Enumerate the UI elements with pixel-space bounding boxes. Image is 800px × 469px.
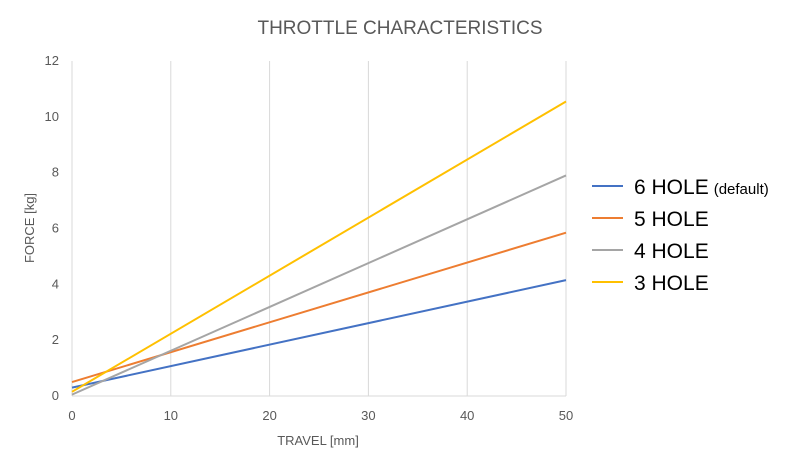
x-axis-label: TRAVEL [mm] bbox=[277, 433, 359, 448]
x-tick-label: 50 bbox=[559, 408, 573, 423]
x-tick-label: 30 bbox=[361, 408, 375, 423]
legend-label-5-hole: 5 HOLE bbox=[634, 208, 709, 231]
x-tick-label: 40 bbox=[460, 408, 474, 423]
x-tick-label: 10 bbox=[164, 408, 178, 423]
y-tick-label: 2 bbox=[52, 332, 59, 347]
legend-label-4-hole: 4 HOLE bbox=[634, 240, 709, 263]
series-line-5-hole bbox=[71, 231, 567, 383]
y-tick-label: 4 bbox=[52, 276, 59, 291]
legend-label-3-hole: 3 HOLE bbox=[634, 272, 709, 295]
legend-label-6-hole: 6 HOLE (default) bbox=[634, 176, 769, 199]
series-line-6-hole bbox=[71, 279, 567, 389]
y-tick-label: 0 bbox=[52, 388, 59, 403]
x-tick-label: 0 bbox=[68, 408, 75, 423]
x-tick-label: 20 bbox=[262, 408, 276, 423]
chart-title: THROTTLE CHARACTERISTICS bbox=[257, 18, 542, 39]
gridlines bbox=[71, 61, 567, 397]
y-tick-label: 10 bbox=[45, 109, 59, 124]
series-lines bbox=[71, 100, 567, 396]
y-tick-label: 6 bbox=[52, 221, 59, 236]
series-line-4-hole bbox=[71, 174, 567, 396]
y-axis-label: FORCE [kg] bbox=[22, 193, 37, 263]
y-tick-labels: 0 2 4 6 8 10 12 bbox=[45, 53, 59, 403]
x-tick-labels: 0 10 20 30 40 50 bbox=[68, 408, 573, 423]
series-line-3-hole bbox=[71, 100, 567, 393]
y-tick-label: 12 bbox=[45, 53, 59, 68]
legend-note-6-hole: (default) bbox=[714, 181, 769, 198]
legend: 6 HOLE (default) 5 HOLE 4 HOLE 3 HOLE bbox=[592, 176, 769, 295]
y-tick-label: 8 bbox=[52, 165, 59, 180]
